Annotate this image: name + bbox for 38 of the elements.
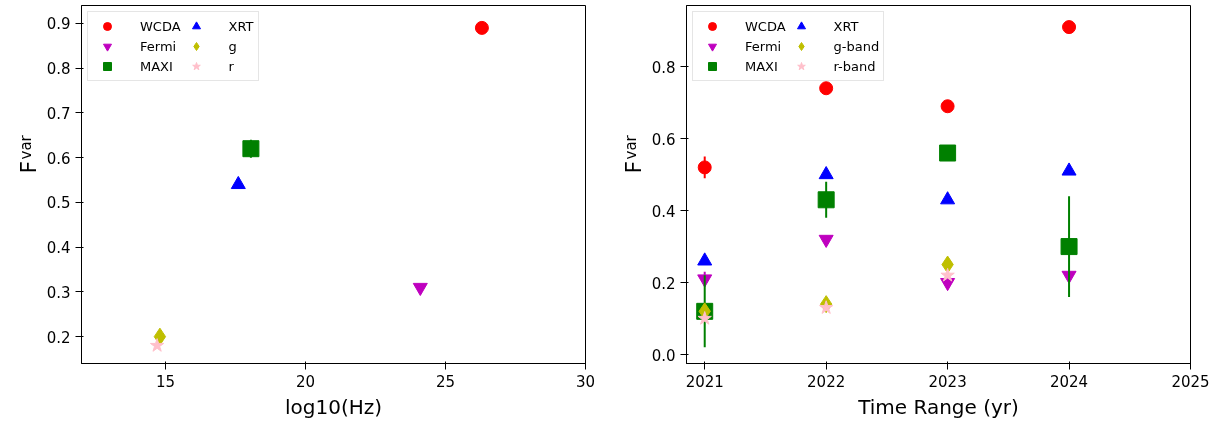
legend-label: XRT	[228, 18, 254, 34]
x-axis-title: Time Range (yr)	[857, 394, 1019, 419]
y-tick-label: 0.7	[46, 104, 71, 123]
x-tick-label: 2024	[1049, 372, 1089, 391]
legend-label: MAXI	[745, 58, 778, 74]
y-tick-label: 0.3	[46, 283, 71, 302]
x-tick-label: 2023	[928, 372, 967, 391]
legend-label: g	[228, 38, 238, 54]
legend-label: WCDA	[140, 18, 181, 34]
x-axis-title: log10(Hz)	[284, 394, 383, 419]
y-tick-label: 0.2	[46, 328, 71, 347]
x-tick-label: 2025	[1171, 372, 1210, 391]
legend-label: WCDA	[745, 18, 786, 34]
y-tick-label: 0.9	[46, 15, 71, 34]
y-axis-title: Fvar	[15, 134, 41, 174]
x-tick-label: 15	[155, 372, 176, 391]
x-tick-label: 20	[295, 372, 316, 391]
legend-label: MAXI	[140, 58, 173, 74]
y-tick-label: 0.5	[46, 194, 71, 213]
y-tick-label: 0.8	[651, 58, 676, 77]
x-tick-label: 30	[575, 372, 596, 391]
legend-label: g-band	[833, 38, 880, 54]
x-tick-label: 2022	[807, 372, 846, 391]
legend-label: r	[228, 58, 235, 74]
y-tick-label: 0.4	[651, 202, 676, 221]
y-tick-label: 0.4	[46, 239, 71, 258]
y-tick-label: 0.8	[46, 60, 71, 79]
y-tick-label: 0.0	[651, 346, 676, 365]
legend-label: XRT	[833, 18, 859, 34]
x-tick-label: 2021	[685, 372, 724, 391]
legend-label: Fermi	[745, 38, 782, 54]
y-axis-title: Fvar	[620, 134, 646, 174]
y-tick-label: 0.6	[651, 130, 676, 149]
legend-label: r-band	[833, 58, 876, 74]
y-tick-label: 0.6	[46, 149, 71, 168]
legend-label: Fermi	[140, 38, 177, 54]
x-tick-label: 25	[435, 372, 456, 391]
y-tick-label: 0.2	[651, 274, 676, 293]
